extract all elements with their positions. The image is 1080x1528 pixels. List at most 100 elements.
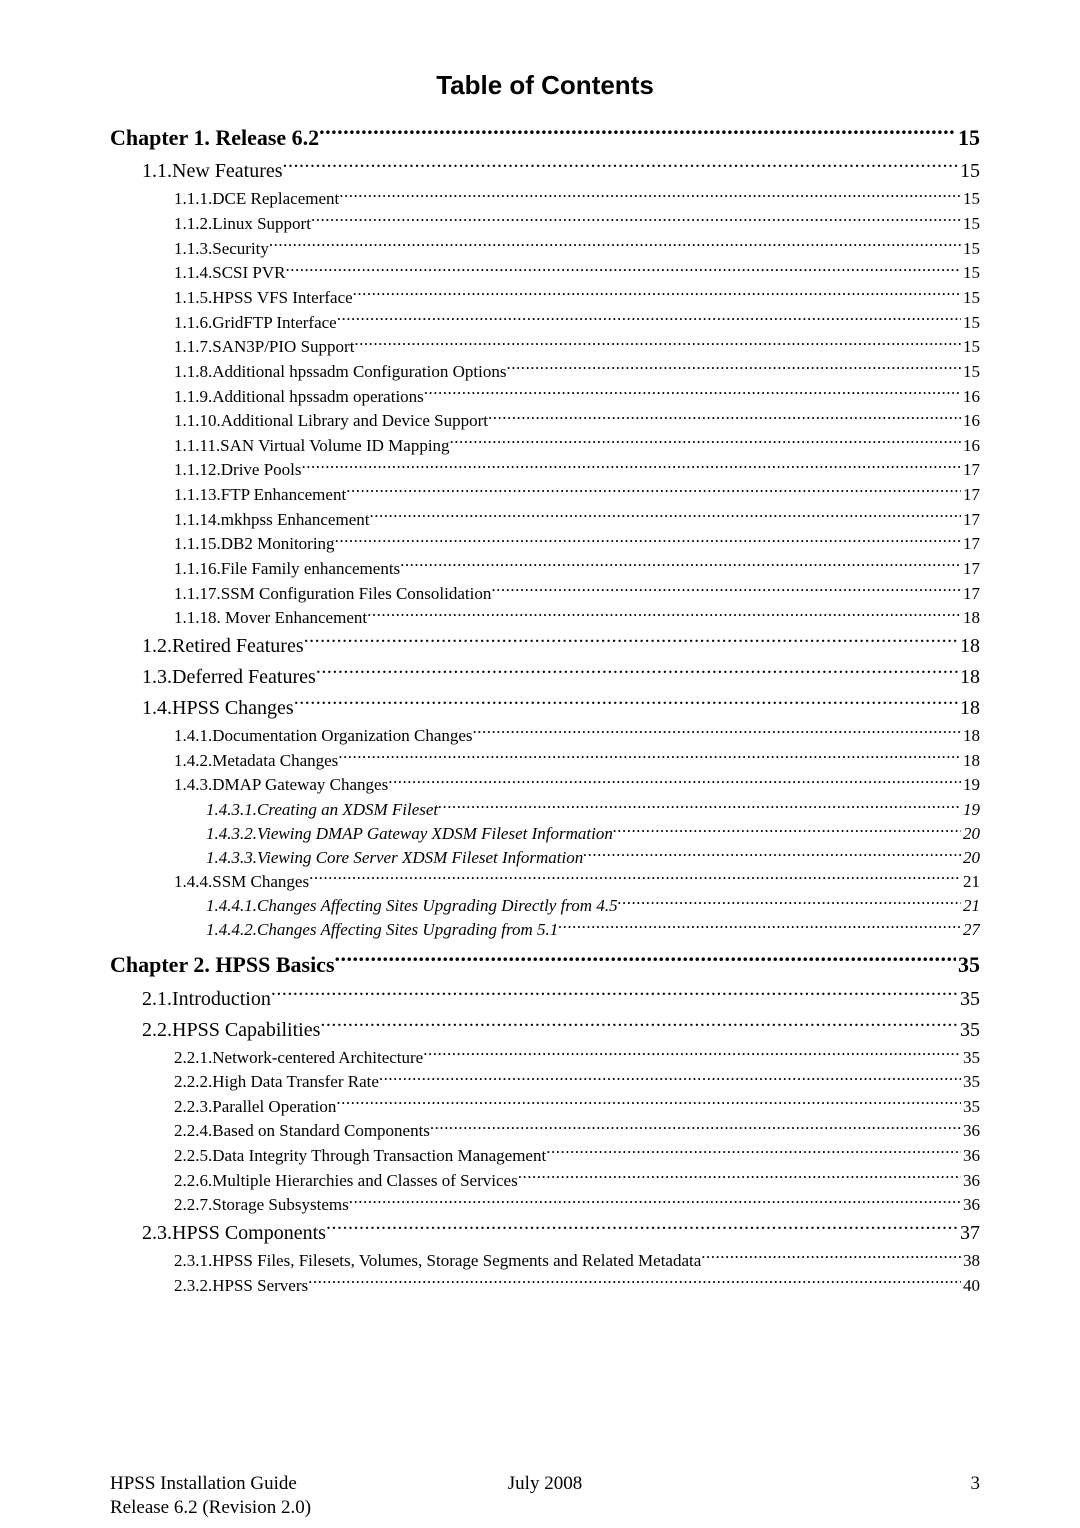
toc-entry-page: 18: [961, 749, 980, 774]
toc-leader-dots: [335, 532, 961, 549]
toc-title: Table of Contents: [110, 70, 980, 101]
toc-entry-label: 2.2.3.Parallel Operation: [174, 1095, 336, 1120]
toc-entry-page: 20: [961, 847, 980, 870]
toc-entry: 1.4.4.2.Changes Affecting Sites Upgradin…: [206, 918, 980, 942]
toc-entry-label: 1.1.3.Security: [174, 237, 269, 262]
toc-entry-label: 2.3.2.HPSS Servers: [174, 1274, 308, 1299]
toc-entry-page: 15: [961, 212, 980, 237]
toc-entry-label: 1.4.3.DMAP Gateway Changes: [174, 773, 388, 798]
toc-entry-page: 20: [961, 823, 980, 846]
toc-entry: 1.3.Deferred Features18: [142, 662, 980, 693]
toc-leader-dots: [430, 1119, 961, 1136]
toc-entry-label: 2.2.2.High Data Transfer Rate: [174, 1070, 379, 1095]
toc-entry-page: 35: [958, 984, 980, 1015]
toc-leader-dots: [309, 870, 961, 887]
toc-entry: 1.4.3.3.Viewing Core Server XDSM Fileset…: [206, 846, 980, 870]
toc-leader-dots: [424, 385, 961, 402]
toc-leader-dots: [423, 1046, 961, 1063]
toc-entry-page: 15: [961, 286, 980, 311]
toc-entry-label: 1.1.10.Additional Library and Device Sup…: [174, 409, 488, 434]
toc-entry-label: 1.3.Deferred Features: [142, 662, 316, 693]
toc-entry-label: Chapter 1. Release 6.2: [110, 119, 319, 156]
toc-entry-page: 15: [961, 360, 980, 385]
toc-entry: 1.1.3.Security 15: [174, 237, 980, 262]
toc-entry-label: 1.4.2.Metadata Changes: [174, 749, 338, 774]
toc-entry: 1.4.3.DMAP Gateway Changes 19: [174, 773, 980, 798]
toc-entry: 1.1.11.SAN Virtual Volume ID Mapping 16: [174, 434, 980, 459]
footer-center: July 2008: [110, 1473, 980, 1495]
toc-entry: 1.1.8.Additional hpssadm Configuration O…: [174, 360, 980, 385]
toc-entry-page: 18: [958, 693, 980, 724]
toc-entry: 1.1.7.SAN3P/PIO Support 15: [174, 335, 980, 360]
toc-entry: 1.1.9.Additional hpssadm operations16: [174, 385, 980, 410]
toc-leader-dots: [388, 773, 961, 790]
toc-entry-page: 15: [961, 311, 980, 336]
toc-entry-page: 17: [961, 483, 980, 508]
toc-entry: 1.4.1.Documentation Organization Changes…: [174, 724, 980, 749]
toc-entry: 1.1.15.DB2 Monitoring17: [174, 532, 980, 557]
toc-entry: 2.2.6.Multiple Hierarchies and Classes o…: [174, 1169, 980, 1194]
toc-entry: Chapter 2. HPSS Basics35: [110, 946, 980, 983]
toc-entry: 2.2.3.Parallel Operation35: [174, 1095, 980, 1120]
toc-entry-page: 15: [961, 237, 980, 262]
toc-entry-label: 1.4.4.SSM Changes: [174, 870, 309, 895]
toc-entry-page: 18: [961, 724, 980, 749]
toc-entry: 1.4.3.1.Creating an XDSM Fileset19: [206, 798, 980, 822]
toc-entry-page: 18: [961, 606, 980, 631]
toc-entry-page: 36: [961, 1144, 980, 1169]
toc-entry: 1.1.4.SCSI PVR 15: [174, 261, 980, 286]
toc-leader-dots: [618, 894, 961, 911]
toc-entry-page: 27: [961, 919, 980, 942]
toc-entry-page: 19: [961, 773, 980, 798]
toc-entry-label: 1.4.HPSS Changes: [142, 693, 294, 724]
toc-leader-dots: [349, 1193, 961, 1210]
toc-entry-page: 21: [961, 895, 980, 918]
toc-entry: 1.2.Retired Features 18: [142, 631, 980, 662]
toc-leader-dots: [316, 663, 958, 683]
toc-leader-dots: [379, 1070, 961, 1087]
toc-entry: 2.2.1.Network-centered Architecture35: [174, 1046, 980, 1071]
toc-leader-dots: [613, 822, 961, 839]
toc-entry-page: 35: [961, 1070, 980, 1095]
toc-entry-page: 37: [958, 1218, 980, 1249]
toc-leader-dots: [319, 123, 956, 145]
toc-entry-page: 17: [961, 458, 980, 483]
toc-entry: 2.3.1.HPSS Files, Filesets, Volumes, Sto…: [174, 1249, 980, 1274]
toc-entry-page: 21: [961, 870, 980, 895]
toc-entry: 2.2.4.Based on Standard Components36: [174, 1119, 980, 1144]
toc-entry: 2.2.HPSS Capabilities35: [142, 1015, 980, 1046]
toc-leader-dots: [304, 632, 958, 652]
toc-entry-label: 1.1.7.SAN3P/PIO Support: [174, 335, 354, 360]
toc-entry-page: 16: [961, 409, 980, 434]
toc-leader-dots: [546, 1144, 961, 1161]
toc-entry-page: 15: [961, 261, 980, 286]
toc-entry-page: 16: [961, 434, 980, 459]
toc-entry-label: 2.2.7.Storage Subsystems: [174, 1193, 349, 1218]
toc-entry-label: 2.1.Introduction: [142, 984, 271, 1015]
footer-left-line2: Release 6.2 (Revision 2.0): [110, 1497, 311, 1519]
toc-entry: 2.2.2.High Data Transfer Rate 35: [174, 1070, 980, 1095]
toc-leader-dots: [335, 950, 956, 972]
toc-entry: 1.1.16.File Family enhancements 17: [174, 557, 980, 582]
toc-entry-label: 1.1.11.SAN Virtual Volume ID Mapping: [174, 434, 450, 459]
toc-leader-dots: [518, 1169, 961, 1186]
toc-entry-label: 1.4.4.2.Changes Affecting Sites Upgradin…: [206, 919, 558, 942]
toc-entry-page: 17: [961, 557, 980, 582]
toc-entry: 1.1.14.mkhpss Enhancement17: [174, 508, 980, 533]
toc-leader-dots: [354, 335, 961, 352]
toc-entry: 2.3.HPSS Components37: [142, 1218, 980, 1249]
toc-entry-page: 18: [958, 631, 980, 662]
toc-entry-label: 1.2.Retired Features: [142, 631, 304, 662]
toc-entry-label: 2.3.1.HPSS Files, Filesets, Volumes, Sto…: [174, 1249, 701, 1274]
toc-entry: 1.4.3.2.Viewing DMAP Gateway XDSM Filese…: [206, 822, 980, 846]
toc-entry: 1.1.12.Drive Pools17: [174, 458, 980, 483]
toc-body: Chapter 1. Release 6.2151.1.New Features…: [110, 119, 980, 1298]
toc-leader-dots: [506, 360, 961, 377]
toc-leader-dots: [339, 187, 961, 204]
toc-leader-dots: [326, 1219, 958, 1239]
toc-entry-page: 36: [961, 1169, 980, 1194]
toc-leader-dots: [369, 508, 961, 525]
toc-entry: 1.4.4.SSM Changes 21: [174, 870, 980, 895]
toc-entry: 1.4.HPSS Changes 18: [142, 693, 980, 724]
toc-entry-label: 1.1.16.File Family enhancements: [174, 557, 400, 582]
